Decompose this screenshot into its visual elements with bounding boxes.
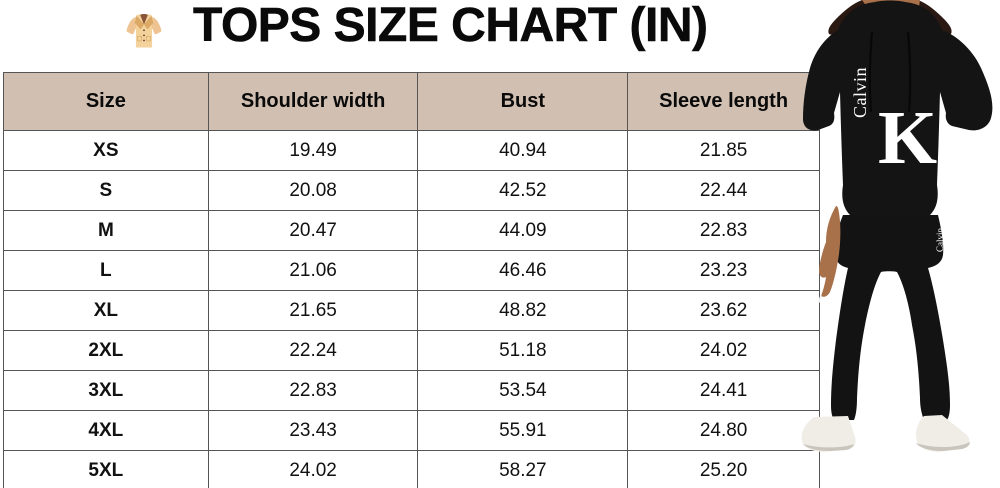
- svg-text:K: K: [948, 246, 970, 277]
- svg-text:Calvin: Calvin: [935, 228, 945, 252]
- svg-text:K: K: [878, 96, 937, 180]
- svg-text:Calvin: Calvin: [850, 67, 870, 118]
